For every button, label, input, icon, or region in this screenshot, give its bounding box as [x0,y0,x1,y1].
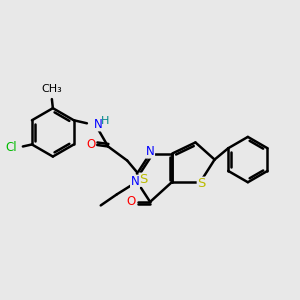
Text: CH₃: CH₃ [41,84,62,94]
Text: O: O [126,195,136,208]
Text: O: O [86,139,96,152]
Text: N: N [130,175,140,188]
Text: Cl: Cl [5,141,17,154]
Text: H: H [101,116,110,126]
Text: N: N [94,118,103,131]
Text: S: S [197,177,206,190]
Text: N: N [146,145,154,158]
Text: S: S [139,173,148,186]
